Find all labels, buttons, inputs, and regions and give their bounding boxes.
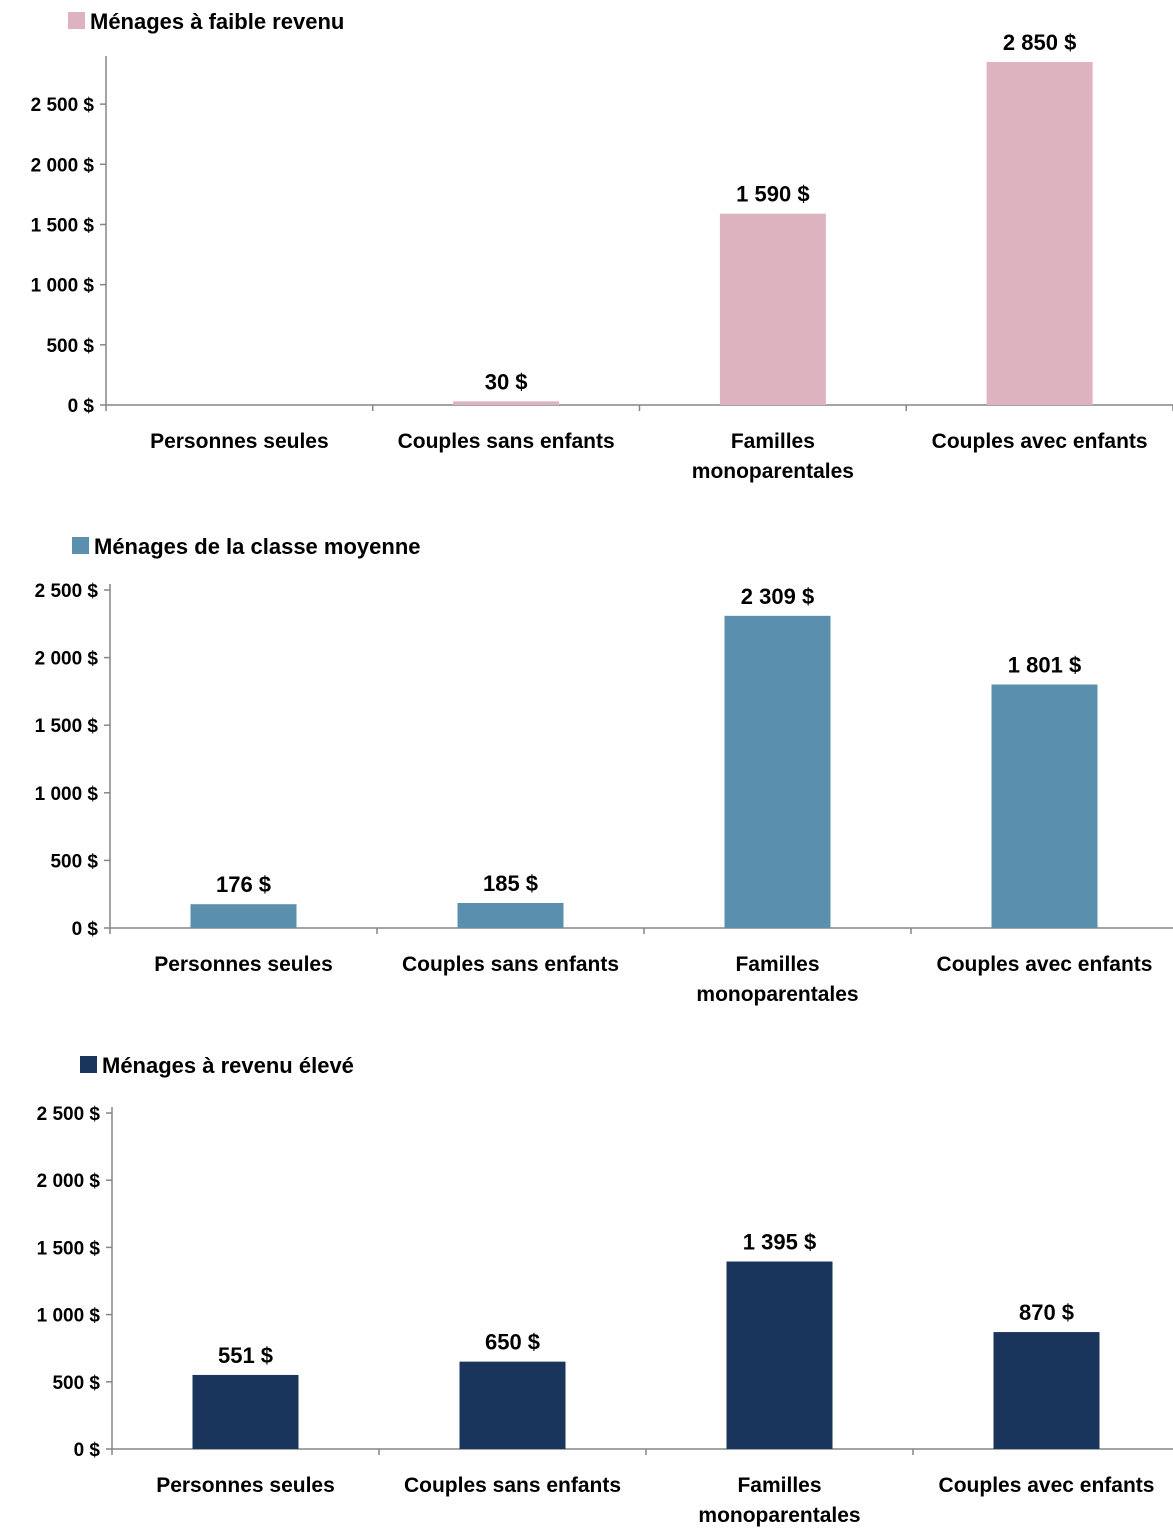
bar [991, 684, 1098, 928]
data-label: 2 850 $ [1003, 30, 1076, 55]
legend-label: Ménages de la classe moyenne [94, 534, 421, 559]
x-tick-label: Couples avec enfants [939, 1474, 1155, 1497]
legend-label: Ménages à faible revenu [90, 9, 344, 34]
bar [724, 615, 831, 928]
bar [993, 1332, 1100, 1449]
data-label: 1 590 $ [736, 182, 809, 207]
x-tick-label: Couples avec enfants [937, 953, 1153, 976]
bar [726, 1261, 833, 1449]
data-label: 185 $ [483, 871, 538, 896]
chart-2: Ménages de la classe moyenne 0 $ 500 $ 1 00… [35, 534, 1173, 1006]
bar [719, 213, 826, 405]
x-tick-label: Familles monoparentales [692, 430, 854, 483]
legend-swatch [80, 1056, 97, 1073]
bar [457, 902, 564, 928]
chart-3: Ménages à revenu élevé 0 $ 500 $ 1 000 $ 1 5… [37, 1053, 1173, 1527]
y-tick-label: 500 $ [50, 851, 98, 872]
y-tick-label: 2 500 $ [35, 581, 99, 602]
chart-1: Ménages à faible revenu 0 $ 500 $ 1 000 $ 1 … [31, 9, 1173, 483]
data-label: 30 $ [485, 369, 528, 394]
y-tick-label: 0 $ [68, 396, 95, 417]
y-tick-label: 1 500 $ [37, 1238, 101, 1259]
legend-label: Ménages à revenu élevé [102, 1053, 354, 1078]
y-tick-label: 2 000 $ [31, 155, 95, 176]
bar [986, 62, 1093, 405]
x-tick-label: Familles monoparentales [696, 953, 858, 1006]
y-tick-label: 2 500 $ [37, 1104, 101, 1125]
bar [459, 1361, 566, 1449]
y-tick-label: 1 500 $ [31, 215, 95, 236]
x-tick-label: Personnes seules [150, 430, 329, 453]
data-label: 1 801 $ [1008, 653, 1081, 678]
y-tick-label: 2 000 $ [35, 649, 99, 670]
x-tick-label: Couples sans enfants [398, 430, 615, 453]
x-tick-label: Personnes seules [156, 1474, 335, 1497]
y-tick-label: 500 $ [46, 336, 94, 357]
data-label: 176 $ [216, 872, 271, 897]
bar [192, 1374, 299, 1449]
y-tick-label: 2 000 $ [37, 1171, 101, 1192]
x-tick-label: Couples sans enfants [402, 953, 619, 976]
data-label: 551 $ [218, 1343, 273, 1368]
legend-swatch [72, 537, 89, 554]
legend-swatch [68, 12, 85, 29]
y-tick-label: 0 $ [72, 919, 99, 940]
y-tick-label: 0 $ [74, 1440, 101, 1461]
y-tick-label: 500 $ [52, 1373, 100, 1394]
y-tick-label: 2 500 $ [31, 95, 95, 116]
y-tick-label: 1 000 $ [35, 784, 99, 805]
data-label: 1 395 $ [743, 1230, 816, 1255]
y-tick-label: 1 500 $ [35, 716, 99, 737]
data-label: 650 $ [485, 1330, 540, 1355]
data-label: 2 309 $ [741, 584, 814, 609]
y-tick-label: 1 000 $ [37, 1306, 101, 1327]
x-tick-label: Couples sans enfants [404, 1474, 621, 1497]
x-tick-label: Personnes seules [154, 953, 333, 976]
bar [453, 401, 560, 405]
data-label: 870 $ [1019, 1300, 1074, 1325]
x-tick-label: Couples avec enfants [932, 430, 1148, 453]
y-tick-label: 1 000 $ [31, 276, 95, 297]
bar [190, 904, 297, 928]
x-tick-label: Familles monoparentales [698, 1474, 860, 1527]
